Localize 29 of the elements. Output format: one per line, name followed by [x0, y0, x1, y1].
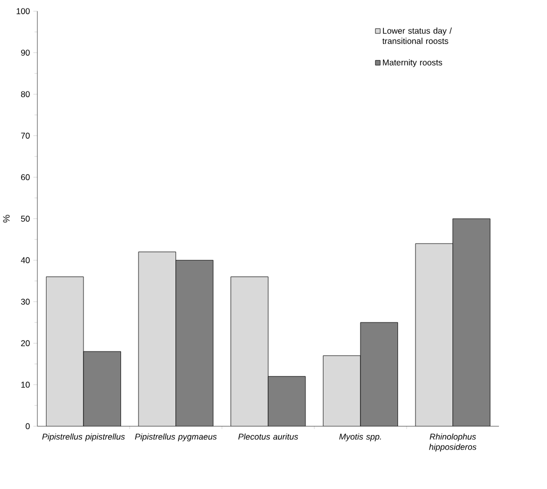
bar	[415, 244, 454, 426]
y-tick-label: 0	[26, 423, 30, 430]
bar	[176, 260, 214, 426]
bar	[268, 376, 306, 426]
y-tick-label: 80	[21, 91, 30, 98]
bar	[452, 218, 490, 426]
y-tick-label: 50	[21, 216, 30, 222]
y-tick-label: 30	[21, 298, 30, 305]
bar	[46, 276, 84, 426]
y-tick-label: 10	[21, 382, 30, 388]
x-tick-label: Pipistrellus pipistrellus	[42, 434, 125, 442]
bar	[323, 356, 360, 426]
y-tick-label: 100	[16, 8, 30, 14]
y-tick-label: 60	[21, 174, 30, 180]
x-tick-label: Plecotus auritus	[238, 434, 298, 440]
y-tick-label: 90	[21, 50, 30, 56]
bar	[360, 322, 398, 426]
y-tick-label: 20	[21, 340, 30, 346]
x-tick-label: Myotis spp.	[339, 434, 381, 442]
bar	[138, 252, 176, 426]
y-tick-label: 40	[20, 257, 30, 264]
x-tick-label: Rhinolophus hipposideros	[429, 434, 476, 452]
x-tick-label: Pipistrellus pygmaeus	[135, 434, 217, 442]
y-axis-title: %	[3, 215, 10, 223]
bar	[83, 352, 121, 426]
bar	[230, 276, 268, 426]
y-tick-label: 70	[21, 132, 30, 139]
legend-label: Maternity roosts	[382, 59, 442, 68]
legend-label: Lower status day / transitional roosts	[382, 28, 452, 44]
